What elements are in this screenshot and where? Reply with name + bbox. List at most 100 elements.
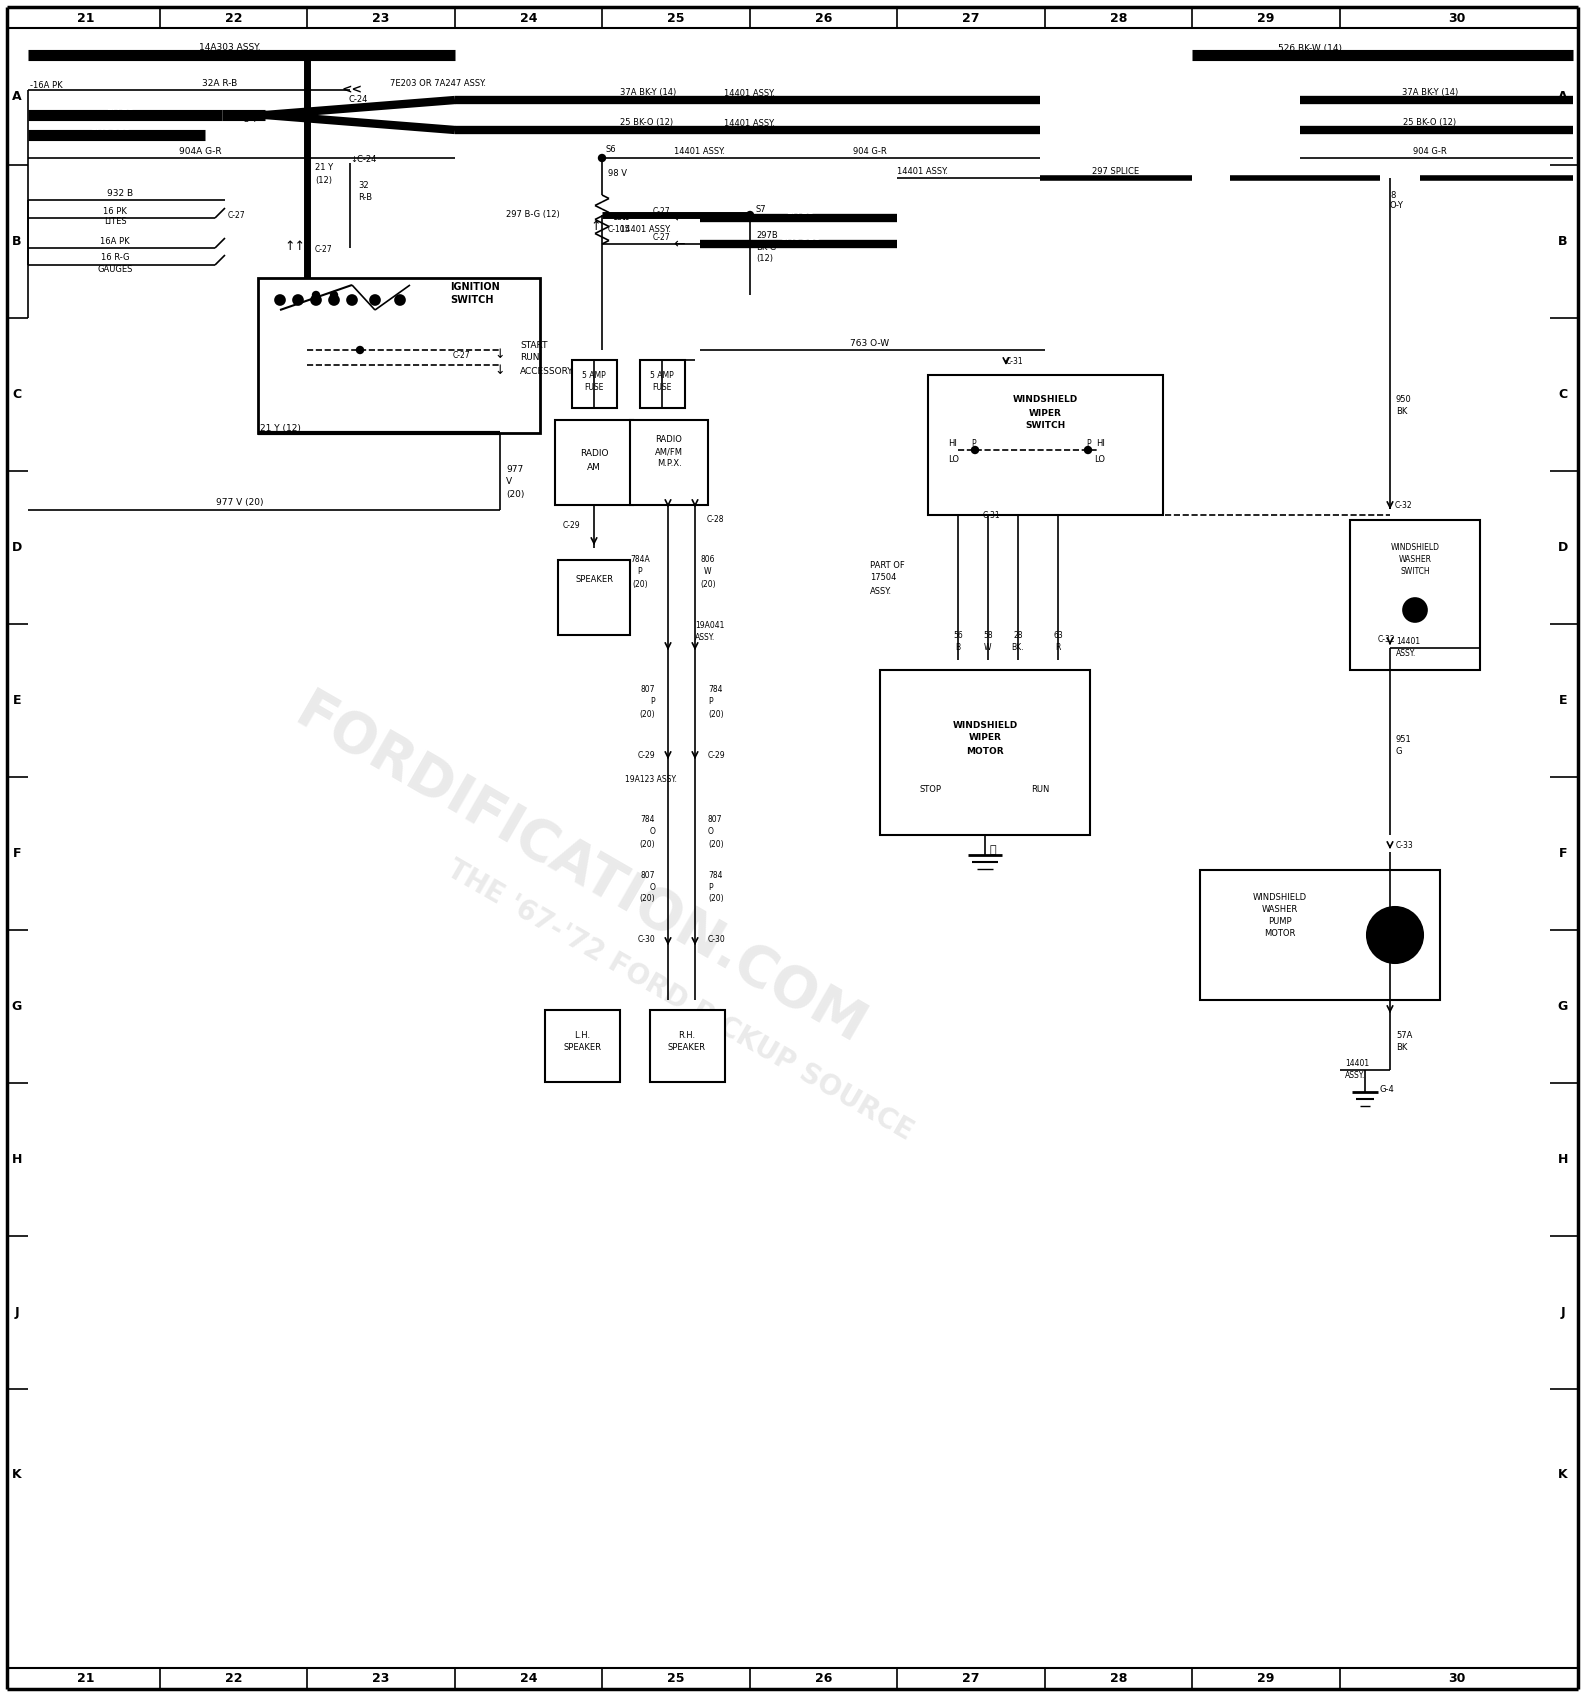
Text: ASSY.: ASSY. xyxy=(1396,648,1417,658)
Text: 932 B: 932 B xyxy=(106,188,133,197)
Text: P: P xyxy=(650,697,655,707)
Circle shape xyxy=(357,346,363,353)
Bar xyxy=(555,421,632,505)
Text: 19A041: 19A041 xyxy=(694,621,724,629)
Text: O: O xyxy=(650,828,655,836)
Text: STOP: STOP xyxy=(919,785,941,794)
Bar xyxy=(1200,870,1441,1001)
Text: (20): (20) xyxy=(632,580,648,589)
Text: (20): (20) xyxy=(639,894,655,904)
Text: LITES: LITES xyxy=(103,217,127,227)
Text: 27: 27 xyxy=(962,12,980,24)
Text: C-27: C-27 xyxy=(228,210,246,219)
Text: 28: 28 xyxy=(1110,1672,1127,1686)
Text: GAUGES: GAUGES xyxy=(89,124,130,132)
Text: P: P xyxy=(1087,439,1092,448)
Text: 784A: 784A xyxy=(631,556,650,565)
Text: AM/FM: AM/FM xyxy=(655,448,683,456)
Text: 807: 807 xyxy=(640,870,655,880)
Text: 951: 951 xyxy=(1396,736,1412,745)
Text: O: O xyxy=(708,828,713,836)
Text: O-Y: O-Y xyxy=(1390,202,1404,210)
Text: 28: 28 xyxy=(1110,12,1127,24)
Text: SPEAKER: SPEAKER xyxy=(563,1043,601,1053)
Text: WIPER: WIPER xyxy=(968,733,1002,743)
Text: C-27: C-27 xyxy=(653,207,670,217)
Text: H: H xyxy=(11,1153,22,1167)
Text: 27: 27 xyxy=(962,1672,980,1686)
Text: BK: BK xyxy=(1396,407,1407,417)
Text: 22: 22 xyxy=(225,1672,243,1686)
Text: 21 Y: 21 Y xyxy=(315,163,333,173)
Text: 16 R-G: 16 R-G xyxy=(101,253,130,263)
Text: G-4: G-4 xyxy=(1381,1085,1395,1094)
Text: A: A xyxy=(1558,90,1568,103)
Text: C-27: C-27 xyxy=(315,246,333,254)
Text: IGNITION: IGNITION xyxy=(450,282,499,292)
Text: RUN: RUN xyxy=(520,353,539,363)
Text: ⏚: ⏚ xyxy=(991,845,997,855)
Text: FUSE: FUSE xyxy=(585,383,604,392)
Text: WINDSHIELD: WINDSHIELD xyxy=(1252,894,1308,902)
Text: 17504: 17504 xyxy=(870,573,897,582)
Text: J: J xyxy=(1561,1306,1566,1319)
Text: E: E xyxy=(1558,694,1568,707)
Text: FUSE: FUSE xyxy=(653,383,672,392)
Text: <<: << xyxy=(341,83,363,97)
Text: WINDSHIELD: WINDSHIELD xyxy=(953,721,1018,729)
Bar xyxy=(650,1011,724,1082)
Text: ↑↑: ↑↑ xyxy=(284,241,306,253)
Text: PART OF: PART OF xyxy=(870,560,905,570)
Circle shape xyxy=(293,295,303,305)
Text: AM: AM xyxy=(586,463,601,471)
Bar xyxy=(1350,521,1480,670)
Text: 297B: 297B xyxy=(756,231,778,239)
Circle shape xyxy=(311,295,322,305)
Bar xyxy=(572,360,617,409)
Text: 26: 26 xyxy=(815,12,832,24)
Text: C-105: C-105 xyxy=(609,226,631,234)
Text: C-31: C-31 xyxy=(983,510,1000,519)
Text: 14401: 14401 xyxy=(1346,1058,1369,1067)
Text: WASHER: WASHER xyxy=(1398,556,1431,565)
Text: 63: 63 xyxy=(1052,631,1064,639)
Text: BK-G: BK-G xyxy=(756,243,777,251)
Text: D: D xyxy=(1558,541,1568,555)
Text: P: P xyxy=(972,439,976,448)
Text: P: P xyxy=(637,568,642,577)
Text: 98 V: 98 V xyxy=(609,168,628,178)
Text: (20): (20) xyxy=(639,709,655,719)
Text: C-27: C-27 xyxy=(452,351,471,360)
Text: SPEAKER: SPEAKER xyxy=(667,1043,705,1053)
Text: 23: 23 xyxy=(372,12,390,24)
Text: 25: 25 xyxy=(667,1672,685,1686)
Text: 14A303 ASSY.: 14A303 ASSY. xyxy=(200,44,262,53)
Circle shape xyxy=(1084,446,1092,453)
Bar xyxy=(545,1011,620,1082)
Text: ↓: ↓ xyxy=(495,363,506,377)
Bar xyxy=(640,360,685,409)
Text: C-24: C-24 xyxy=(349,95,368,105)
Text: 950: 950 xyxy=(1396,395,1412,405)
Text: 14401 ASSY.: 14401 ASSY. xyxy=(724,88,775,97)
Text: R: R xyxy=(1056,643,1060,651)
Text: C: C xyxy=(13,388,22,400)
Bar xyxy=(258,278,540,432)
Text: 32A R-B: 32A R-B xyxy=(203,78,238,88)
Text: K: K xyxy=(13,1469,22,1481)
Text: RADIO: RADIO xyxy=(580,448,609,458)
Text: 19A123 ASSY.: 19A123 ASSY. xyxy=(624,775,677,785)
Text: K: K xyxy=(1558,1469,1568,1481)
Text: BK: BK xyxy=(1396,1043,1407,1052)
Text: 25 BK-O (12): 25 BK-O (12) xyxy=(1403,119,1457,127)
Text: 37A BK-Y (14): 37A BK-Y (14) xyxy=(1401,88,1458,97)
Circle shape xyxy=(347,295,357,305)
Text: 14401 ASSY.: 14401 ASSY. xyxy=(675,146,726,156)
Text: 763 O-W: 763 O-W xyxy=(851,339,889,348)
Text: C-31: C-31 xyxy=(1006,358,1024,366)
Text: 30: 30 xyxy=(1447,1672,1465,1686)
Text: RUN: RUN xyxy=(1030,785,1049,794)
Text: C-29: C-29 xyxy=(637,751,655,760)
Text: 7E203 OR 7A247 ASSY.: 7E203 OR 7A247 ASSY. xyxy=(390,78,487,88)
Text: R-B: R-B xyxy=(358,193,372,202)
